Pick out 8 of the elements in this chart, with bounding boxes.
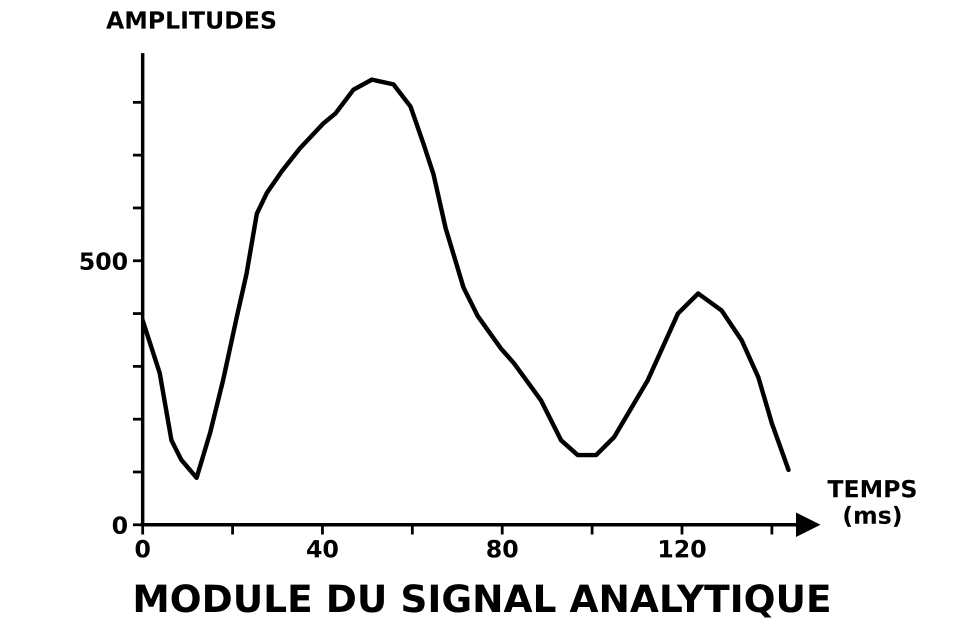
x-axis-title: TEMPS (ms) bbox=[828, 480, 916, 527]
x-tick-label: 80 bbox=[487, 540, 518, 558]
x-tick-label: 40 bbox=[307, 540, 338, 558]
x-tick-label: 0 bbox=[136, 540, 150, 558]
x-tick-label: 120 bbox=[660, 540, 706, 558]
y-axis-title: AMPLITUDES bbox=[106, 11, 276, 29]
text: MODULE DU SIGNAL ANALYTIQUE bbox=[136, 584, 829, 618]
y-tick-label: 500 bbox=[80, 252, 127, 270]
